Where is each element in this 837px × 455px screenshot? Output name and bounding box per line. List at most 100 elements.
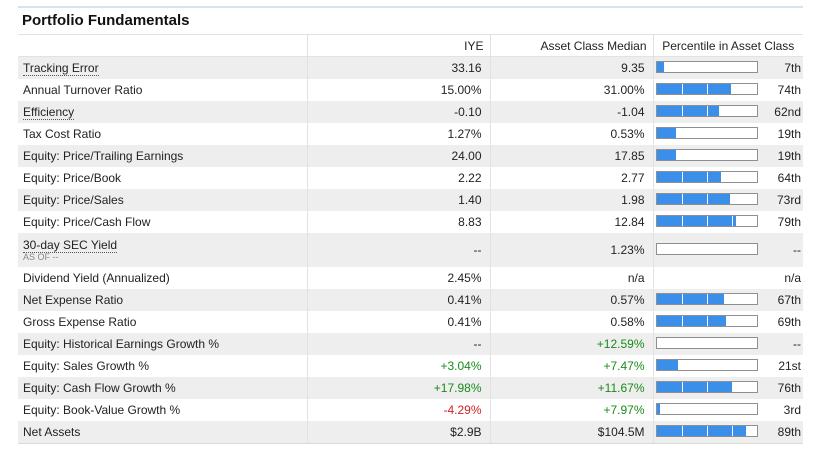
metric-label: Equity: Price/Trailing Earnings [23, 149, 184, 163]
percentile-bar [655, 83, 758, 95]
metric-label: Dividend Yield (Annualized) [23, 271, 170, 285]
widget-title: Portfolio Fundamentals [22, 12, 190, 29]
metric-name-cell: Equity: Price/Sales [18, 189, 308, 211]
percentile-bar [655, 425, 758, 437]
percentile-cell: 7th [653, 56, 803, 79]
median-value: $104.5M [490, 421, 654, 443]
quartile-divider [681, 194, 683, 204]
percentile-cell: 19th [653, 145, 803, 167]
header-name [18, 34, 308, 57]
iye-value: +3.04% [307, 355, 491, 377]
metric-label: Gross Expense Ratio [23, 315, 137, 329]
iye-value: -- [307, 333, 491, 355]
median-value: 0.57% [490, 289, 654, 311]
metric-label: Equity: Historical Earnings Growth % [23, 337, 220, 351]
metric-name-cell: Net Expense Ratio [18, 289, 308, 311]
metric-name-cell: Equity: Price/Trailing Earnings [18, 145, 308, 167]
metric-name-cell: Tax Cost Ratio [18, 123, 308, 145]
header-iye: IYE [306, 34, 491, 57]
metric-label: Equity: Sales Growth % [23, 359, 150, 373]
quartile-divider [681, 84, 683, 94]
table-row: Gross Expense Ratio 0.41% 0.58% 69th [18, 311, 803, 333]
table-row: 30-day SEC Yield AS OF -- -- 1.23% -- [18, 233, 803, 267]
percentile-bar [655, 105, 758, 117]
metric-label: Net Expense Ratio [23, 293, 124, 307]
percentile-bar-fill [656, 216, 736, 226]
percentile-cell: 62nd [653, 101, 803, 123]
percentile-rank: -- [793, 243, 801, 257]
percentile-cell: 21st [653, 355, 803, 377]
metric-label[interactable]: Efficiency [23, 105, 75, 120]
percentile-bar [655, 359, 758, 371]
metric-label: Equity: Price/Sales [23, 193, 124, 207]
percentile-bar-fill [656, 62, 664, 72]
top-divider [18, 6, 803, 8]
percentile-bar [655, 127, 758, 139]
percentile-cell: 76th [653, 377, 803, 399]
metric-name-cell: Net Assets [18, 421, 308, 443]
quartile-divider [731, 382, 733, 392]
percentile-bar-fill [656, 382, 733, 392]
metric-name-cell: Equity: Price/Book [18, 167, 308, 189]
percentile-rank: 79th [777, 215, 801, 229]
percentile-bar [655, 193, 758, 205]
quartile-divider [681, 426, 683, 436]
percentile-bar [655, 171, 758, 183]
metric-name-cell: Tracking Error [18, 56, 308, 79]
percentile-bar [655, 149, 758, 161]
percentile-bar-fill [656, 294, 724, 304]
fundamentals-table: IYE Asset Class Median Percentile in Ass… [18, 34, 803, 443]
percentile-rank: 89th [777, 425, 801, 439]
percentile-cell: 67th [653, 289, 803, 311]
metric-name-cell: Dividend Yield (Annualized) [18, 267, 308, 289]
percentile-bar [655, 337, 758, 349]
metric-name-cell: Efficiency [18, 101, 308, 123]
percentile-cell: 69th [653, 311, 803, 333]
percentile-bar-fill [656, 106, 719, 116]
percentile-bar [655, 403, 758, 415]
metric-label[interactable]: 30-day SEC Yield [23, 238, 118, 253]
median-value: 1.23% [490, 233, 654, 267]
quartile-divider [706, 382, 708, 392]
metric-label[interactable]: Tracking Error [23, 61, 99, 76]
percentile-bar [655, 293, 758, 305]
metric-label: Equity: Book-Value Growth % [23, 403, 181, 417]
percentile-rank: 19th [777, 127, 801, 141]
bottom-divider [18, 443, 803, 444]
table-row: Equity: Book-Value Growth % -4.29% +7.97% 3… [18, 399, 803, 421]
median-value: 9.35 [490, 56, 654, 79]
quartile-divider [706, 216, 708, 226]
metric-name-cell: Annual Turnover Ratio [18, 79, 308, 101]
iye-value: 0.41% [307, 311, 491, 333]
metric-label: Annual Turnover Ratio [23, 83, 143, 97]
percentile-rank: 76th [777, 381, 801, 395]
header-row: IYE Asset Class Median Percentile in Ass… [18, 34, 803, 57]
percentile-rank: 67th [777, 293, 801, 307]
percentile-rank: 74th [777, 83, 801, 97]
metric-name-cell: Equity: Price/Cash Flow [18, 211, 308, 233]
percentile-rank: 7th [784, 61, 801, 75]
percentile-bar-fill [656, 360, 678, 370]
metric-label: Net Assets [23, 425, 81, 439]
percentile-bar [655, 315, 758, 327]
iye-value: 8.83 [307, 211, 491, 233]
as-of-note: AS OF -- [23, 252, 59, 262]
percentile-cell: 19th [653, 123, 803, 145]
median-value: 1.98 [490, 189, 654, 211]
percentile-bar [655, 243, 758, 255]
iye-value: +17.98% [307, 377, 491, 399]
iye-value: -0.10 [307, 101, 491, 123]
quartile-divider [681, 316, 683, 326]
table-row: Net Expense Ratio 0.41% 0.57% 67th [18, 289, 803, 311]
metric-name-cell: Equity: Sales Growth % [18, 355, 308, 377]
quartile-divider [706, 194, 708, 204]
percentile-cell: 79th [653, 211, 803, 233]
median-value: 12.84 [490, 211, 654, 233]
metric-name-cell: Equity: Book-Value Growth % [18, 399, 308, 421]
table-row: Equity: Price/Sales 1.40 1.98 73rd [18, 189, 803, 211]
metric-label: Equity: Price/Cash Flow [23, 215, 151, 229]
table-row: Equity: Price/Trailing Earnings 24.00 17.8… [18, 145, 803, 167]
table-row: Dividend Yield (Annualized) 2.45% n/a n/a [18, 267, 803, 289]
iye-value: 24.00 [307, 145, 491, 167]
percentile-cell: -- [653, 333, 803, 355]
